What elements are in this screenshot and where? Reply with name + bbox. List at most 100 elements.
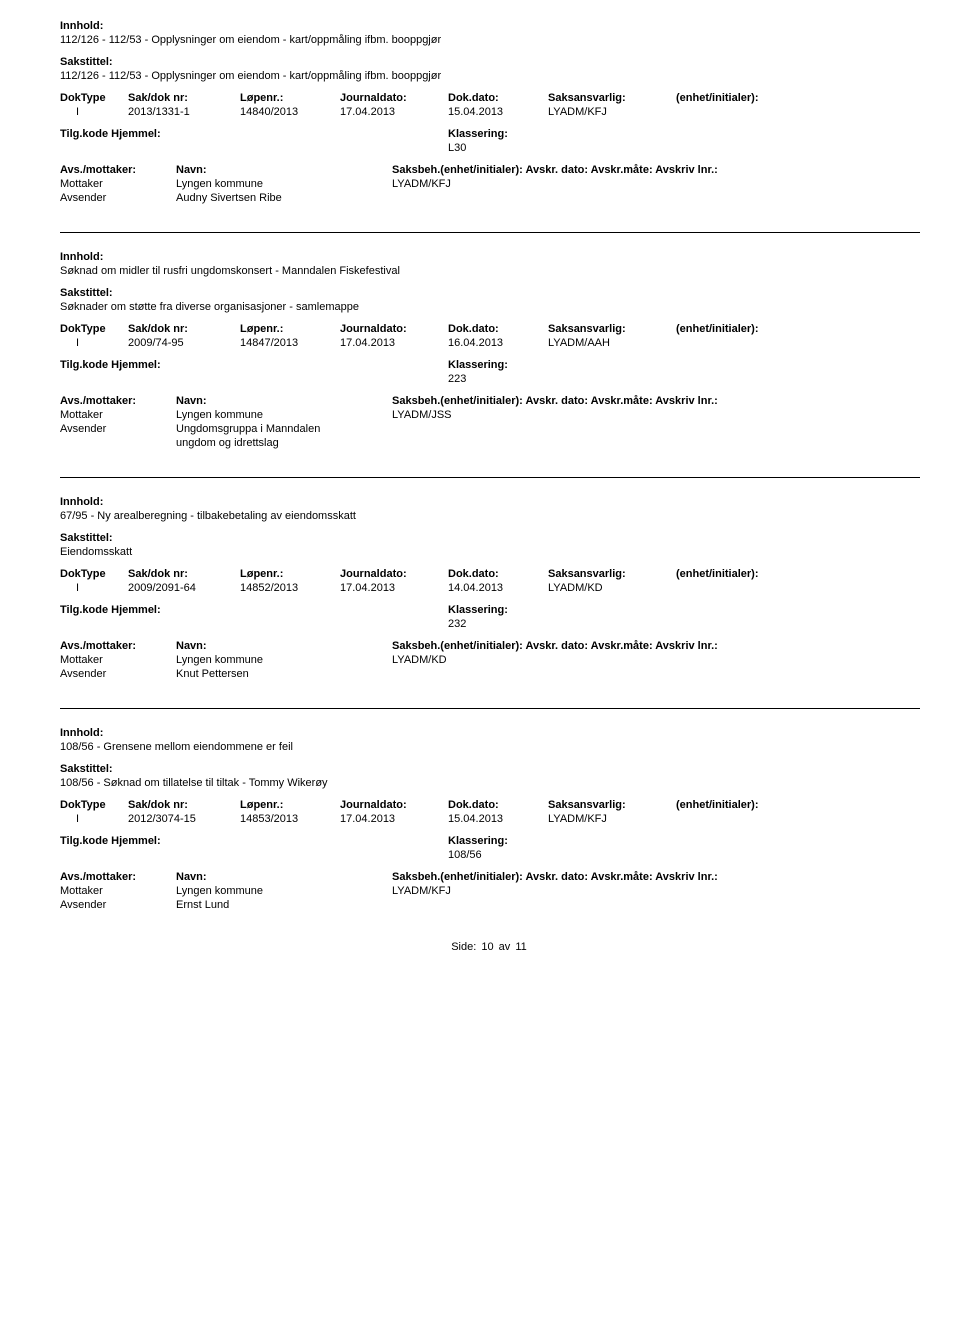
doktype-value: I — [60, 337, 128, 349]
lopenr-value: 14852/2013 — [240, 582, 340, 594]
record: Innhold: 112/126 - 112/53 - Opplysninger… — [60, 20, 920, 204]
sakstittel-label: Sakstittel: — [60, 532, 920, 544]
tilgkode-hjemmel-label: Tilg.kode Hjemmel: — [60, 359, 448, 371]
journaldato-value: 17.04.2013 — [340, 813, 448, 825]
journaldato-header: Journaldato: — [340, 568, 448, 580]
case-title-text: Søknader om støtte fra diverse organisas… — [60, 301, 920, 313]
saknr-value: 2009/2091-64 — [128, 582, 240, 594]
saknr-header: Sak/dok nr: — [128, 799, 240, 811]
klassering-value: L30 — [448, 142, 920, 154]
mottaker-label: Mottaker — [60, 885, 176, 897]
dokdato-header: Dok.dato: — [448, 568, 548, 580]
meta-header-row: DokType Sak/dok nr: Løpenr.: Journaldato… — [60, 323, 920, 335]
klassering-value: 223 — [448, 373, 920, 385]
saksansvarlig-header: Saksansvarlig: — [548, 799, 676, 811]
mottaker-saksbeh: LYADM/KFJ — [392, 885, 920, 897]
sakstittel-label: Sakstittel: — [60, 763, 920, 775]
avsender-label: Avsender — [60, 899, 176, 911]
enhet-value — [676, 582, 920, 594]
avsender-label: Avsender — [60, 192, 176, 204]
meta-value-row: I 2012/3074-15 14853/2013 17.04.2013 15.… — [60, 813, 920, 825]
journaldato-header: Journaldato: — [340, 92, 448, 104]
tilgkode-hjemmel-label: Tilg.kode Hjemmel: — [60, 835, 448, 847]
meta-value-row: I 2009/74-95 14847/2013 17.04.2013 16.04… — [60, 337, 920, 349]
empty-cell — [392, 437, 920, 449]
saknr-header: Sak/dok nr: — [128, 323, 240, 335]
enhet-value — [676, 337, 920, 349]
saksbeh-header-row: Avs./mottaker: Navn: Saksbeh.(enhet/init… — [60, 640, 920, 652]
records-list: Innhold: 112/126 - 112/53 - Opplysninger… — [60, 20, 920, 911]
klassering-label: Klassering: — [448, 359, 508, 371]
tilgkode-hjemmel-label: Tilg.kode Hjemmel: — [60, 128, 448, 140]
dokdato-header: Dok.dato: — [448, 323, 548, 335]
dokdato-header: Dok.dato: — [448, 92, 548, 104]
lopenr-value: 14847/2013 — [240, 337, 340, 349]
content-text: Søknad om midler til rusfri ungdomskonse… — [60, 265, 920, 277]
lopenr-header: Løpenr.: — [240, 568, 340, 580]
innhold-label: Innhold: — [60, 496, 920, 508]
footer-page-number: 10 — [481, 941, 493, 953]
saksbeh-label: Saksbeh.(enhet/initialer): Avskr. dato: … — [392, 164, 920, 176]
enhet-header: (enhet/initialer): — [676, 323, 920, 335]
empty-cell — [392, 423, 920, 435]
footer-side-label: Side: — [451, 941, 476, 953]
enhet-value — [676, 813, 920, 825]
content-text: 112/126 - 112/53 - Opplysninger om eiend… — [60, 34, 920, 46]
meta-value-row: I 2009/2091-64 14852/2013 17.04.2013 14.… — [60, 582, 920, 594]
avs-mottaker-label: Avs./mottaker: — [60, 164, 176, 176]
avsender-row: Avsender Ernst Lund — [60, 899, 920, 911]
saknr-value: 2013/1331-1 — [128, 106, 240, 118]
avsender-row: Avsender Ungdomsgruppa i Manndalen — [60, 423, 920, 435]
avsender-name: Ungdomsgruppa i Manndalen — [176, 423, 392, 435]
lopenr-header: Løpenr.: — [240, 323, 340, 335]
case-title-text: Eiendomsskatt — [60, 546, 920, 558]
avsender-name: Ernst Lund — [176, 899, 392, 911]
enhet-header: (enhet/initialer): — [676, 799, 920, 811]
case-title-text: 108/56 - Søknad om tillatelse til tiltak… — [60, 777, 920, 789]
case-title-text: 112/126 - 112/53 - Opplysninger om eiend… — [60, 70, 920, 82]
meta-value-row: I 2013/1331-1 14840/2013 17.04.2013 15.0… — [60, 106, 920, 118]
journaldato-header: Journaldato: — [340, 323, 448, 335]
saknr-header: Sak/dok nr: — [128, 92, 240, 104]
dokdato-header: Dok.dato: — [448, 799, 548, 811]
doktype-header: DokType — [60, 568, 128, 580]
doktype-header: DokType — [60, 92, 128, 104]
klassering-value: 232 — [448, 618, 920, 630]
enhet-value — [676, 106, 920, 118]
saksansvarlig-value: LYADM/KFJ — [548, 106, 676, 118]
doktype-header: DokType — [60, 799, 128, 811]
mottaker-name: Lyngen kommune — [176, 409, 392, 421]
empty-cell — [60, 437, 176, 449]
mottaker-row: Mottaker Lyngen kommune LYADM/JSS — [60, 409, 920, 421]
innhold-label: Innhold: — [60, 251, 920, 263]
lopenr-header: Løpenr.: — [240, 799, 340, 811]
mottaker-name: Lyngen kommune — [176, 654, 392, 666]
hjemmel-row: Tilg.kode Hjemmel: Klassering: — [60, 128, 920, 140]
journaldato-value: 17.04.2013 — [340, 582, 448, 594]
saksansvarlig-header: Saksansvarlig: — [548, 568, 676, 580]
saksansvarlig-header: Saksansvarlig: — [548, 92, 676, 104]
footer-total-pages: 11 — [515, 941, 526, 953]
content-text: 108/56 - Grensene mellom eiendommene er … — [60, 741, 920, 753]
avsender-label: Avsender — [60, 668, 176, 680]
empty-cell — [392, 899, 920, 911]
record-divider — [60, 232, 920, 233]
record: Innhold: 67/95 - Ny arealberegning - til… — [60, 496, 920, 680]
mottaker-label: Mottaker — [60, 654, 176, 666]
avsender-label: Avsender — [60, 423, 176, 435]
record-divider — [60, 708, 920, 709]
dokdato-value: 14.04.2013 — [448, 582, 548, 594]
page-footer: Side: 10 av 11 — [60, 941, 920, 953]
mottaker-name: Lyngen kommune — [176, 178, 392, 190]
mottaker-row: Mottaker Lyngen kommune LYADM/KFJ — [60, 178, 920, 190]
saksansvarlig-value: LYADM/KFJ — [548, 813, 676, 825]
saksbeh-header-row: Avs./mottaker: Navn: Saksbeh.(enhet/init… — [60, 871, 920, 883]
lopenr-value: 14853/2013 — [240, 813, 340, 825]
doktype-value: I — [60, 813, 128, 825]
mottaker-label: Mottaker — [60, 178, 176, 190]
sakstittel-label: Sakstittel: — [60, 56, 920, 68]
mottaker-saksbeh: LYADM/KFJ — [392, 178, 920, 190]
navn-label: Navn: — [176, 164, 392, 176]
doktype-header: DokType — [60, 323, 128, 335]
mottaker-name: Lyngen kommune — [176, 885, 392, 897]
